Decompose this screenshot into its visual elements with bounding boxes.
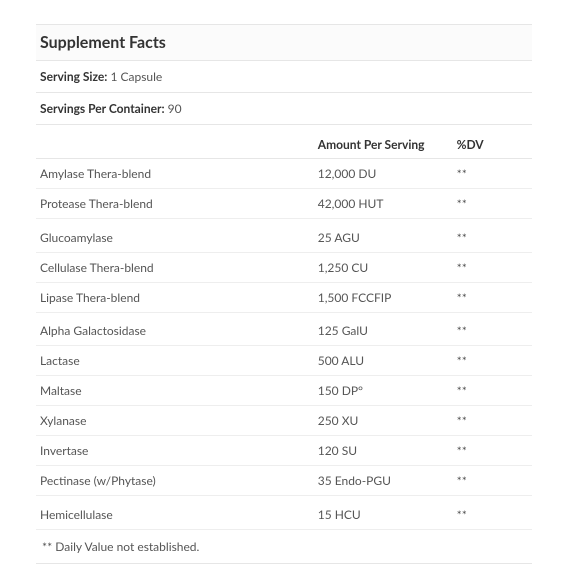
ingredient-dv: ** xyxy=(453,316,532,346)
ingredient-name: Cellulase Thera-blend xyxy=(36,252,314,282)
table-row: Xylanase250 XU** xyxy=(36,406,532,436)
table-header-row: Amount Per Serving %DV xyxy=(36,131,532,159)
ingredient-dv: ** xyxy=(453,466,532,496)
ingredient-name: Maltase xyxy=(36,376,314,406)
col-header-dv: %DV xyxy=(453,131,532,159)
ingredient-name: Pectinase (w/Phytase) xyxy=(36,466,314,496)
ingredient-dv: ** xyxy=(453,376,532,406)
ingredient-name: Protease Thera-blend xyxy=(36,189,314,219)
table-row: Hemicellulase15 HCU** xyxy=(36,500,532,530)
ingredient-name: Glucoamylase xyxy=(36,223,314,253)
table-row: Lactase500 ALU** xyxy=(36,346,532,376)
ingredient-dv: ** xyxy=(453,189,532,219)
table-row: Protease Thera-blend42,000 HUT** xyxy=(36,189,532,219)
servings-per-container-row: Servings Per Container: 90 xyxy=(36,93,532,125)
table-row: Amylase Thera-blend12,000 DU** xyxy=(36,159,532,189)
daily-value-footnote: ** Daily Value not established. xyxy=(36,530,532,564)
ingredient-name: Amylase Thera-blend xyxy=(36,159,314,189)
ingredient-amount: 125 GalU xyxy=(314,316,453,346)
ingredient-dv: ** xyxy=(453,436,532,466)
ingredient-amount: 500 ALU xyxy=(314,346,453,376)
servings-per-container-label: Servings Per Container: xyxy=(40,101,165,116)
ingredient-amount: 1,250 CU xyxy=(314,252,453,282)
ingredient-dv: ** xyxy=(453,223,532,253)
table-row: Cellulase Thera-blend1,250 CU** xyxy=(36,252,532,282)
ingredient-dv: ** xyxy=(453,252,532,282)
table-row: Alpha Galactosidase125 GalU** xyxy=(36,316,532,346)
table-row: Glucoamylase25 AGU** xyxy=(36,223,532,253)
supplement-facts-title: Supplement Facts xyxy=(36,24,532,61)
ingredient-name: Lipase Thera-blend xyxy=(36,282,314,312)
ingredient-dv: ** xyxy=(453,406,532,436)
ingredient-amount: 25 AGU xyxy=(314,223,453,253)
ingredient-name: Xylanase xyxy=(36,406,314,436)
ingredient-dv: ** xyxy=(453,159,532,189)
ingredient-amount: 250 XU xyxy=(314,406,453,436)
col-header-name xyxy=(36,131,314,159)
ingredient-name: Lactase xyxy=(36,346,314,376)
ingredient-amount: 15 HCU xyxy=(314,500,453,530)
ingredient-name: Hemicellulase xyxy=(36,500,314,530)
ingredient-dv: ** xyxy=(453,346,532,376)
ingredient-dv: ** xyxy=(453,500,532,530)
servings-per-container-value: 90 xyxy=(168,101,182,116)
ingredient-amount: 1,500 FCCFIP xyxy=(314,282,453,312)
serving-size-row: Serving Size: 1 Capsule xyxy=(36,61,532,93)
ingredient-dv: ** xyxy=(453,282,532,312)
serving-size-value: 1 Capsule xyxy=(110,69,162,84)
serving-size-label: Serving Size: xyxy=(40,69,107,84)
ingredient-amount: 42,000 HUT xyxy=(314,189,453,219)
ingredient-amount: 12,000 DU xyxy=(314,159,453,189)
col-header-amount: Amount Per Serving xyxy=(314,131,453,159)
ingredient-amount: 35 Endo-PGU xyxy=(314,466,453,496)
table-row: Maltase150 DP°** xyxy=(36,376,532,406)
ingredient-amount: 150 DP° xyxy=(314,376,453,406)
ingredient-amount: 120 SU xyxy=(314,436,453,466)
ingredient-name: Invertase xyxy=(36,436,314,466)
table-row: Pectinase (w/Phytase)35 Endo-PGU** xyxy=(36,466,532,496)
supplement-facts-table: Amount Per Serving %DV Amylase Thera-ble… xyxy=(36,131,532,530)
table-row: Invertase120 SU** xyxy=(36,436,532,466)
table-row: Lipase Thera-blend1,500 FCCFIP** xyxy=(36,282,532,312)
ingredient-name: Alpha Galactosidase xyxy=(36,316,314,346)
